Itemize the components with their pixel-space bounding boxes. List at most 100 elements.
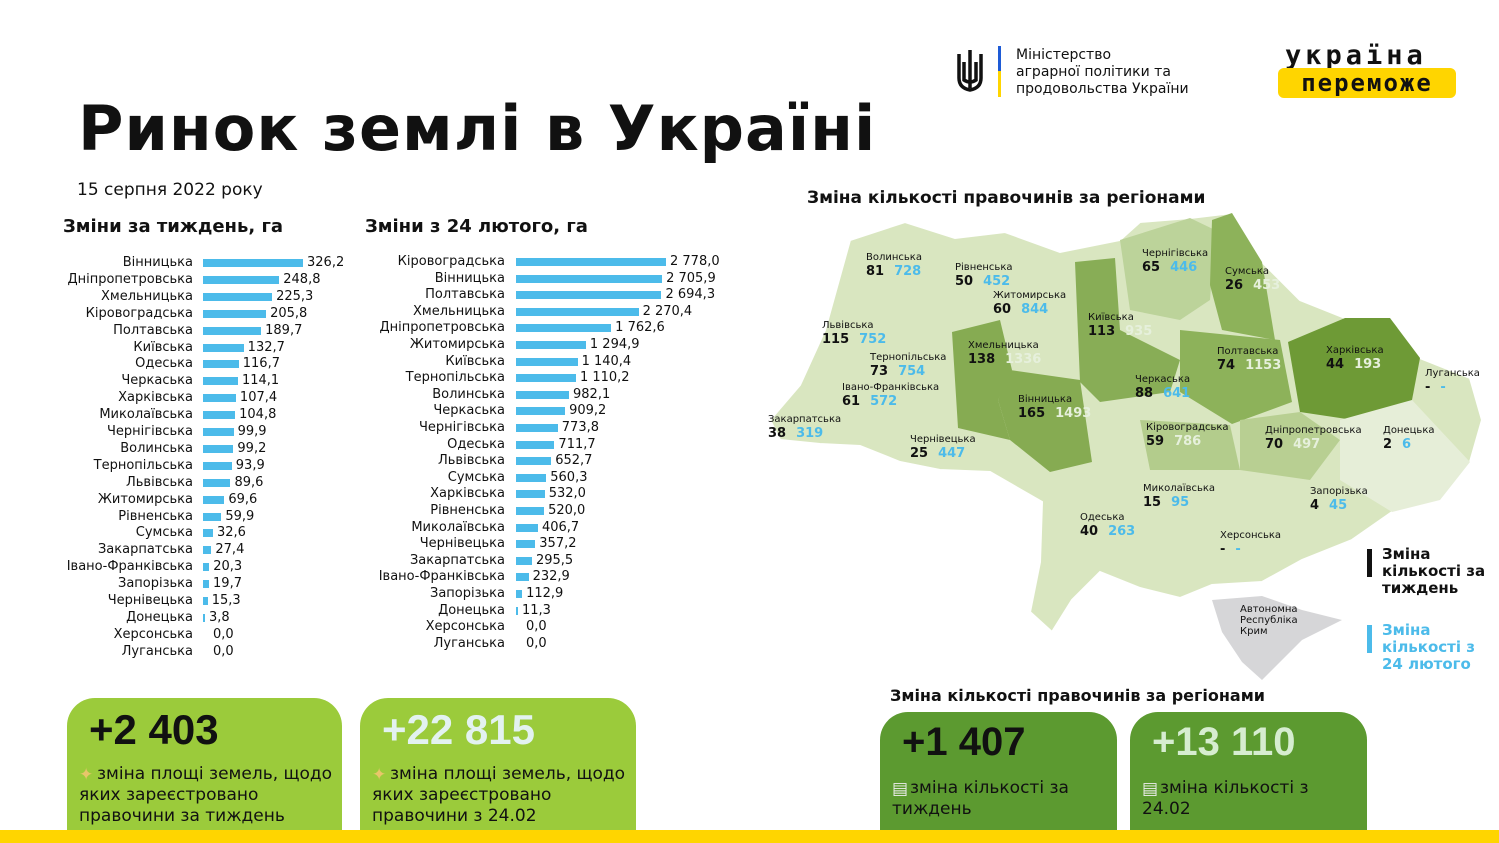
map-region-shape [1180,330,1292,424]
bar-row: Івано-Франківська 20,3 [0,560,242,574]
map-region-label: Хмельницька 138 1336 [968,340,1041,367]
bar [516,457,552,466]
page-title: Ринок землі в Україні [78,92,877,165]
region-values: 70 497 [1265,437,1362,452]
bar-row: Донецька 3,8 [0,610,230,625]
bar-label: Дніпропетровська [67,271,193,287]
bar-label: Сумська [135,525,193,541]
region-week-value: - [1220,542,1226,557]
region-week-value: 38 [768,426,787,441]
document-icon: ▤ [892,779,909,799]
region-values: 44 193 [1326,357,1384,372]
ministry-line: аграрної політики та [1016,64,1171,80]
region-week-value: 138 [968,352,996,367]
region-since-value: - [1440,380,1446,395]
slogan-top: україна [1285,40,1427,71]
bar-label: Вінницька [434,270,505,286]
bar [516,556,532,565]
region-week-value: 4 [1310,498,1320,513]
region-values: 113 935 [1088,324,1152,339]
region-name: Київська [1088,312,1134,323]
map-region-shape [1075,258,1180,402]
bar-label: Одеська [447,436,505,452]
bar-row: Київська 1 140,4 [0,354,631,369]
bar [203,529,213,538]
region-name: Кіровоградська [1146,422,1229,433]
region-since-value: 263 [1108,524,1136,539]
map-region-label: Чернігівська 65 446 [1142,248,1208,275]
bar-value: 711,7 [558,436,596,452]
bar-value: 520,0 [548,503,586,518]
bar-row: Чернігівська 773,8 [0,421,599,435]
card-value: +13 110 [1152,720,1296,764]
bar-row: Житомирська 69,6 [0,492,257,507]
bar-label: Тернопільська [93,457,193,473]
region-values: 165 1493 [1018,406,1091,421]
bar-value: 107,4 [239,390,278,406]
bar [516,440,555,449]
region-since-value: 497 [1293,437,1321,452]
bar [203,343,244,352]
map-region-shape [1140,420,1240,470]
bar-value: 773,8 [561,420,599,435]
map-region-label: Донецька 2 6 [1383,425,1435,452]
region-name: Миколаївська [1143,483,1216,494]
bar-value: 112,9 [526,586,564,601]
bar-label: Луганська [121,643,193,659]
legend-week-swatch [1367,549,1372,577]
bar-value: 27,4 [215,542,245,558]
bar-value: 69,6 [228,491,258,507]
bar-label: Полтавська [113,322,193,338]
bar-label: Донецька [126,609,193,625]
bar [203,580,210,589]
bar-value: 205,8 [270,305,308,321]
map-region-shape [1210,213,1275,340]
bar-value: 2 705,9 [666,270,716,286]
bar-row: Рівненська 520,0 [0,504,585,518]
region-values: 4 45 [1310,498,1368,513]
region-week-value: 15 [1143,495,1162,510]
region-values: 59 786 [1146,434,1229,449]
bar-value: 93,9 [235,457,265,473]
card-description: ▤ зміна кількості з 24.02 [1142,778,1362,820]
card-text: зміна площі земель, щодо яких зареєстров… [79,764,333,826]
bar-row: Волинська 99,2 [0,441,266,456]
card-description: ▤ зміна кількості за тиждень [892,778,1112,820]
region-week-value: 115 [822,332,850,347]
region-name: Рівненська [955,262,1013,273]
bar-value: 1 110,2 [579,370,630,386]
card-deals-week: +1 407 ▤ зміна кількості за тиждень [880,712,1117,830]
map-region-label: Чернівецька 25 447 [910,434,976,461]
ministry-line: продовольства України [1016,81,1189,97]
region-week-value: 60 [993,302,1012,317]
bar-row: Херсонська 0,0 [0,620,547,634]
bar-label: Волинська [432,386,505,402]
bar-row: Хмельницька 225,3 [0,289,313,304]
region-since-value: - [1235,542,1241,557]
legend-since-label: Зміна кількості з 24 лютого [1382,621,1475,673]
map-region-label: Житомирська 60 844 [993,290,1066,317]
region-values: 40 263 [1080,524,1135,539]
bar-row: Рівненська 59,9 [0,509,254,524]
bar [203,444,234,453]
bar [516,490,545,499]
bar-row: Сумська 32,6 [0,526,246,540]
region-values: 74 1153 [1217,358,1281,373]
bar [203,478,231,487]
bar [203,275,280,284]
map-region-label: Херсонська - - [1220,530,1281,557]
bar-label: Волинська [120,440,193,456]
card-text: зміна площі земель, щодо яких зареєстров… [372,764,626,826]
bar-label: Вінницька [122,255,193,270]
bar-row: Закарпатська 295,5 [0,553,573,568]
region-week-value: 113 [1088,324,1116,339]
bar-value: 652,7 [555,453,593,469]
bar-value: 32,6 [216,525,246,541]
bar-row: Волинська 982,1 [0,387,610,402]
bar [516,473,547,482]
bar-label: Чернігівська [106,424,193,439]
region-name: Житомирська [993,290,1067,301]
bar-label: Хмельницька [413,303,505,319]
region-since-value: 844 [1021,302,1049,317]
region-name: Запорізька [1310,486,1368,497]
